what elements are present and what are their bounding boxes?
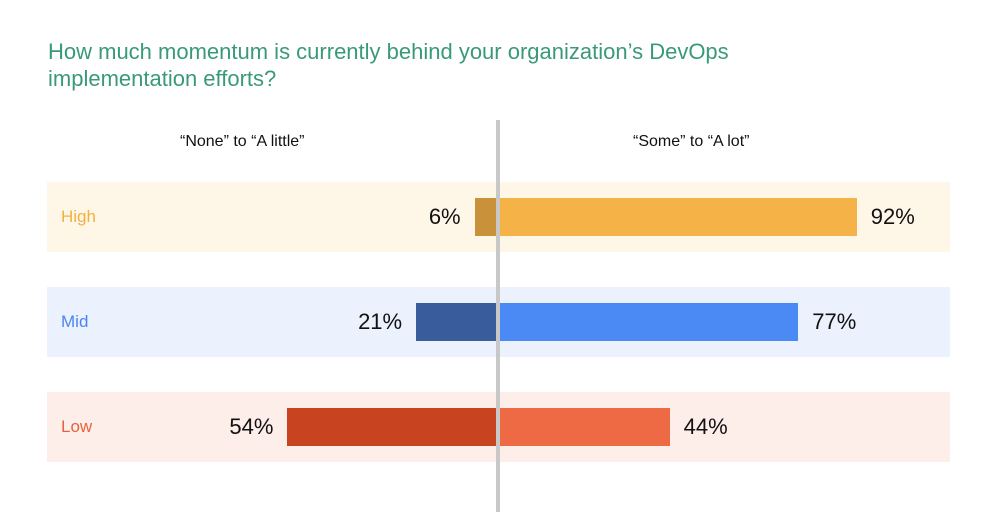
chart-title: How much momentum is currently behind yo… (48, 39, 729, 91)
center-axis (496, 120, 500, 512)
category-label-high: High (61, 207, 96, 226)
bar-left-mid (416, 303, 498, 341)
value-label-left-low: 54% (229, 414, 274, 439)
value-label-right-mid: 77% (812, 309, 857, 334)
value-label-left-high: 6% (428, 204, 461, 229)
left-column-header: “None” to “A little” (180, 133, 305, 150)
category-label-mid: Mid (61, 312, 89, 331)
bar-left-high (474, 198, 498, 236)
bar-right-high (498, 198, 857, 236)
value-label-right-low: 44% (683, 414, 728, 439)
bar-left-low (287, 408, 498, 446)
bar-right-mid (498, 303, 799, 341)
bar-right-low (498, 408, 670, 446)
value-label-left-mid: 21% (358, 309, 403, 334)
right-column-header: “Some” to “A lot” (633, 133, 750, 150)
category-label-low: Low (61, 417, 93, 436)
value-label-right-high: 92% (870, 204, 915, 229)
